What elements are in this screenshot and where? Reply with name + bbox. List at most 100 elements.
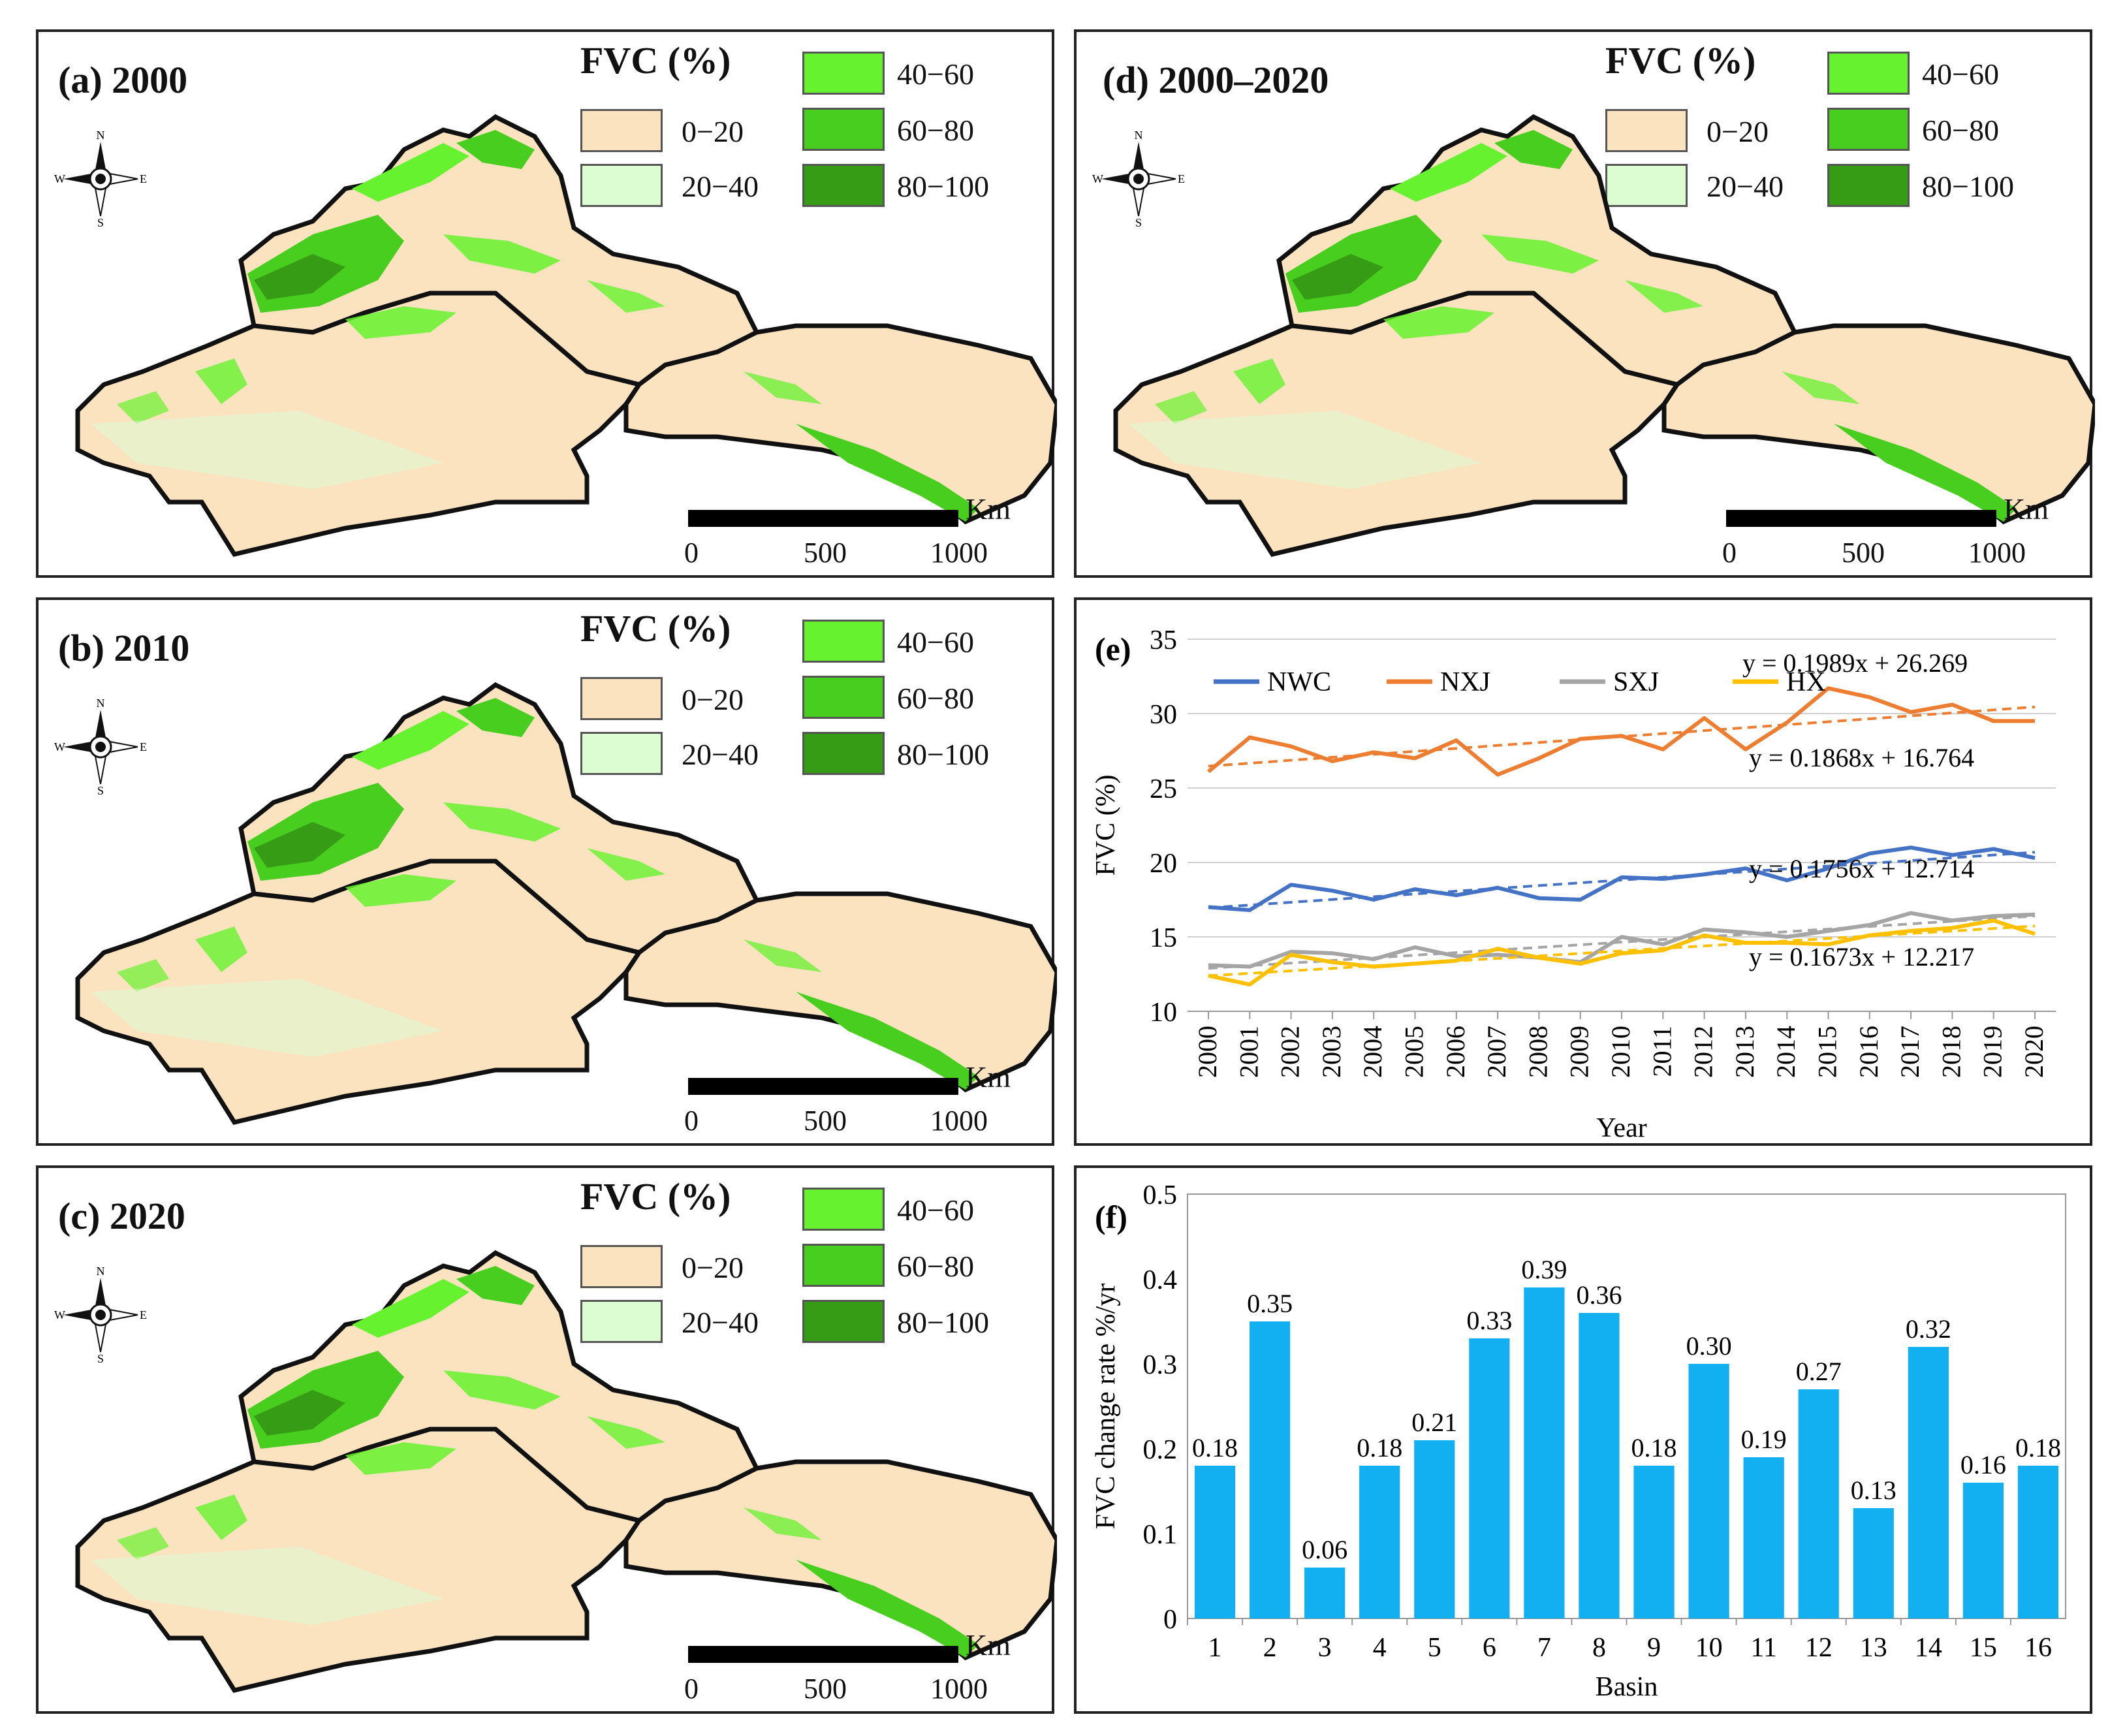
x-tick-label: 2012 (1689, 1026, 1718, 1078)
compass-n-label: N (97, 130, 105, 142)
north-arrow-icon: N S E W (54, 698, 147, 796)
x-tick-label: 2007 (1482, 1026, 1511, 1078)
scale-tick-500: 500 (804, 537, 847, 569)
series-line-sxj (1208, 911, 2036, 969)
scale-unit: Km (2004, 492, 2049, 526)
scale-tick-500: 500 (1842, 537, 1885, 569)
compass-n-label: N (97, 1266, 105, 1278)
legend-swatch-40-60 (802, 620, 885, 663)
bar-basin-3 (1304, 1568, 1346, 1618)
legend-label-0-20: 0−20 (682, 115, 744, 148)
y-tick-label: 35 (1150, 625, 1177, 655)
x-tick-label: 7 (1537, 1633, 1551, 1663)
trend-line-hx (1208, 924, 2036, 977)
x-tick-label: 2018 (1936, 1026, 1966, 1078)
y-tick-label: 15 (1150, 923, 1177, 953)
x-tick-label: 2009 (1565, 1026, 1594, 1078)
series-line-nxj (1207, 686, 2035, 777)
scale-unit: Km (966, 492, 1011, 526)
north-arrow-icon: N S E W (1092, 130, 1185, 228)
bar-value-label: 0.33 (1466, 1306, 1512, 1335)
legend-swatch-20-40 (580, 1300, 663, 1343)
y-tick-label: 20 (1150, 849, 1177, 879)
vegetation-patches (1129, 130, 2017, 522)
legend-title: FVC (%) (580, 1175, 731, 1218)
fvc-map (75, 114, 1057, 557)
x-tick-label: 2 (1263, 1633, 1277, 1663)
x-tick-label: 2005 (1400, 1026, 1429, 1078)
vegetation-patches (91, 1266, 979, 1658)
legend-swatch-80-100 (802, 1300, 885, 1343)
x-tick-label: 2003 (1317, 1026, 1346, 1078)
vegetation-patches (91, 698, 979, 1090)
legend-label-80-100: 80−100 (897, 738, 989, 771)
bar-chart-panel: (f) 0 0.1 0.2 0.3 0.4 0.5 0.18 1 0.35 2 0.06 3 0.18 4 0… (1074, 1165, 2092, 1714)
compass-s-label: S (97, 1352, 104, 1364)
bar-basin-15 (1962, 1483, 2004, 1618)
x-tick-label: 12 (1805, 1633, 1833, 1663)
legend-swatch-20-40 (580, 732, 663, 775)
north-arrow-icon: N S E W (54, 1266, 147, 1364)
trend-equation-nxj: y = 0.1989x + 26.269 (1742, 648, 1968, 678)
bar-value-label: 0.06 (1302, 1535, 1347, 1564)
legend-label-60-80: 60−80 (897, 1250, 974, 1283)
legend-swatch-80-100 (802, 164, 885, 207)
bar-basin-12 (1798, 1389, 1839, 1618)
compass-e-label: E (1178, 172, 1185, 185)
legend-swatch-60-80 (802, 1244, 885, 1287)
trend-line-sxj (1208, 915, 2036, 970)
bar-basin-11 (1743, 1457, 1784, 1618)
bar-value-label: 0.30 (1686, 1331, 1732, 1361)
legend-label-0-20: 0−20 (682, 1251, 744, 1284)
legend-swatch-0-20 (580, 677, 663, 720)
bar-basin-10 (1688, 1364, 1729, 1618)
x-tick-label: 2008 (1523, 1026, 1552, 1078)
trend-equation-hx: y = 0.1673x + 12.217 (1749, 942, 1974, 971)
scale-tick-500: 500 (804, 1105, 847, 1137)
legend-label-0-20: 0−20 (1707, 115, 1769, 148)
panel-title-a: (a) 2000 (58, 59, 188, 101)
legend-swatch-60-80 (802, 108, 885, 151)
legend-label-sxj: SXJ (1613, 667, 1659, 697)
legend-label-nxj: NXJ (1440, 667, 1490, 697)
x-tick-label: 9 (1647, 1633, 1661, 1663)
scale-unit: Km (966, 1060, 1011, 1094)
bar-basin-9 (1633, 1466, 1675, 1618)
legend-title: FVC (%) (580, 39, 731, 82)
scale-tick-1000: 1000 (930, 1673, 988, 1705)
legend-label-40-60: 40−60 (897, 57, 974, 91)
x-tick-label: 2020 (2019, 1026, 2049, 1078)
scale-tick-0: 0 (684, 1105, 699, 1137)
legend-label-80-100: 80−100 (897, 170, 989, 203)
legend-swatch-80-100 (802, 732, 885, 775)
x-tick-label: 2002 (1276, 1026, 1305, 1078)
legend-swatch-20-40 (580, 164, 663, 207)
scale-bar (688, 510, 958, 527)
compass-w-label: W (54, 172, 65, 185)
x-tick-label: 2017 (1895, 1026, 1925, 1078)
chart-e-label: (e) (1095, 631, 1131, 667)
trend-equation-nwc: y = 0.1868x + 16.764 (1749, 743, 1974, 772)
legend-label-60-80: 60−80 (1922, 114, 1999, 147)
scale-unit: Km (966, 1628, 1011, 1662)
x-tick-label: 2016 (1854, 1026, 1883, 1078)
bar-basin-2 (1249, 1321, 1291, 1618)
x-tick-label: 2019 (1978, 1026, 2007, 1078)
bar-value-label: 0.39 (1521, 1255, 1567, 1284)
compass-w-label: W (54, 1308, 65, 1321)
compass-w-label: W (54, 740, 65, 753)
compass-e-label: E (140, 172, 147, 185)
legend-swatch-60-80 (802, 676, 885, 719)
scale-tick-1000: 1000 (930, 1105, 988, 1137)
bar-basin-14 (1908, 1347, 1949, 1618)
x-tick-label: 2015 (1813, 1026, 1842, 1078)
legend-swatch-40-60 (802, 52, 885, 95)
bar-value-label: 0.18 (1192, 1433, 1238, 1462)
x-tick-label: 2000 (1193, 1026, 1222, 1078)
bar-basin-16 (2017, 1466, 2059, 1618)
x-tick-label: 2010 (1606, 1026, 1635, 1078)
x-tick-label: 2011 (1647, 1026, 1676, 1077)
legend-title: FVC (%) (580, 607, 731, 650)
legend-swatch-0-20 (580, 109, 663, 152)
legend-swatch-40-60 (1827, 52, 1910, 95)
